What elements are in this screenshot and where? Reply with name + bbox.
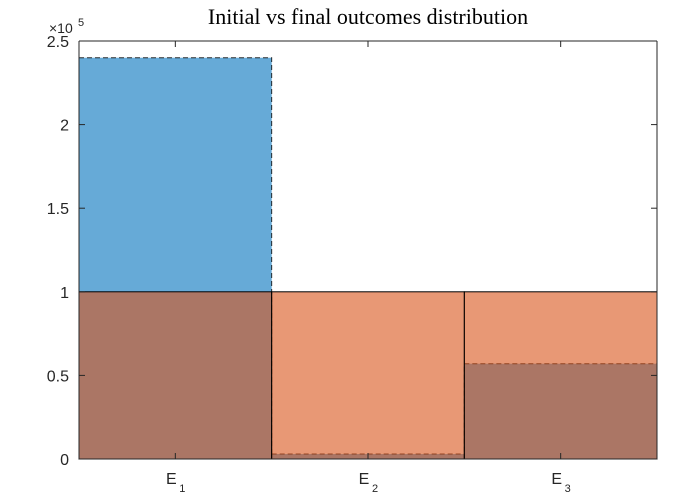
y-tick-label: 1.5 [47,201,69,218]
bar-series2-e2 [271,291,465,460]
y-exponent-label: ×10 [49,20,73,36]
y-tick-label: 0 [60,452,69,469]
x-tick-label-subscript: 3 [565,483,571,495]
x-tick-label-subscript: 2 [372,483,378,495]
y-tick-label: 2.5 [47,34,69,51]
x-tick-label-subscript: 1 [179,483,185,495]
x-tick-label: E [551,471,562,488]
chart-title: Initial vs final outcomes distribution [208,4,528,29]
y-exponent-power: 5 [78,17,84,29]
x-tick-label: E [166,471,177,488]
y-tick-label: 0.5 [47,368,69,385]
bars-layer [78,57,658,460]
y-tick-label: 2 [60,118,69,135]
bar-series2-e3 [463,291,658,460]
y-tick-label: 1 [60,285,69,302]
x-tick-label: E [359,471,370,488]
bar-series2-e1 [78,291,273,460]
